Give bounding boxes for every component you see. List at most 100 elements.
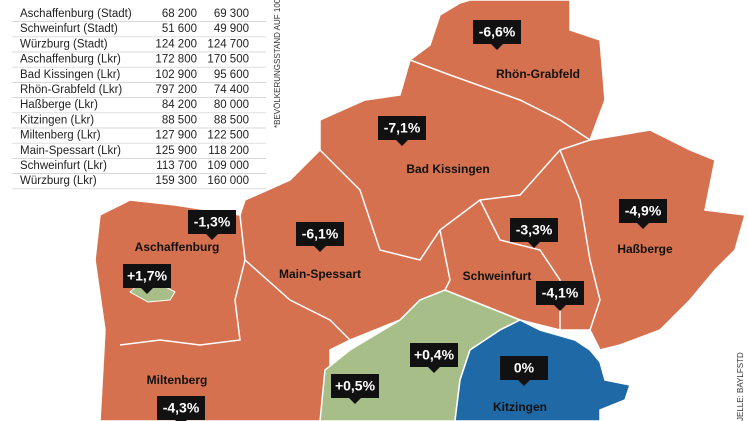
footnote: *BEVÖLKERUNGSSTAND AUF 1000ER GE [273, 0, 282, 128]
badge-pointer [141, 288, 153, 294]
row-name: Aschaffenburg (Stadt) [20, 8, 132, 20]
badge-box [536, 281, 584, 305]
row-name: Schweinfurt (Stadt) [20, 23, 118, 35]
region-name: Kitzingen [493, 400, 547, 414]
badge-box [157, 396, 205, 420]
badge-box [410, 343, 458, 367]
change-badge: -4,3% [157, 396, 205, 421]
table-row: Würzburg (Lkr) 159 300 160 000 [12, 175, 266, 190]
region-name: Miltenberg [147, 373, 208, 387]
source: JELLE: BAYLFSTD [736, 352, 745, 421]
badge-pointer [528, 242, 540, 248]
change-badge: +1,7% [123, 264, 171, 294]
badge-label: -7,1% [384, 120, 421, 136]
row-name: Bad Kissingen (Lkr) [20, 69, 121, 81]
change-badge: -3,3% [510, 218, 558, 248]
row-value: 159 300 [155, 175, 197, 187]
row-name: Rhön-Grabfeld (Lkr) [20, 84, 122, 96]
change-badge: -4,1% [536, 281, 584, 311]
row-value: 797 200 [155, 84, 197, 96]
region-name: Rhön-Grabfeld [496, 67, 580, 81]
row-name: Würzburg (Stadt) [20, 38, 108, 50]
badge-pointer [491, 44, 503, 50]
badge-label: +0,5% [335, 378, 376, 394]
change-badge: -7,1% [378, 116, 426, 146]
row-value: 80 000 [214, 99, 249, 111]
badge-label: -4,9% [625, 203, 662, 219]
row-value: 49 900 [214, 23, 249, 35]
row-value: 172 800 [155, 54, 197, 66]
table-row: Aschaffenburg (Lkr) 172 800 170 500 [12, 54, 266, 68]
badge-pointer [349, 398, 361, 404]
table-row: Haßberge (Lkr) 84 200 80 000 [12, 99, 266, 114]
badge-pointer [518, 380, 530, 386]
row-value: 68 200 [162, 8, 197, 20]
row-value: 118 200 [208, 145, 249, 157]
data-table: Aschaffenburg (Stadt) 68 200 69 300 Schwein… [12, 8, 266, 190]
table-row: Schweinfurt (Stadt) 51 600 49 900 [12, 23, 266, 38]
badge-box [510, 218, 558, 242]
table-row: Aschaffenburg (Stadt) 68 200 69 300 [12, 8, 266, 22]
badge-label: -6,1% [302, 226, 339, 242]
badge-pointer [206, 234, 218, 240]
badge-label: -1,3% [194, 214, 231, 230]
table-row: Main-Spessart (Lkr) 125 900 118 200 [12, 145, 266, 159]
row-value: 74 400 [214, 84, 249, 96]
table-row: Schweinfurt (Lkr) 113 700 109 000 [12, 160, 266, 174]
row-value: 170 500 [207, 54, 249, 66]
badge-box [500, 356, 548, 380]
badge-box [123, 264, 171, 288]
table-row: Miltenberg (Lkr) 127 900 122 500 [12, 130, 266, 144]
badge-label: -4,3% [163, 400, 200, 416]
change-badge: +0,5% [331, 374, 379, 404]
row-name: Main-Spessart (Lkr) [20, 145, 121, 157]
row-value: 109 000 [207, 160, 249, 172]
badge-label: -4,1% [542, 285, 579, 301]
row-name: Miltenberg (Lkr) [20, 130, 101, 142]
table-row: Kitzingen (Lkr) 88 500 88 500 [12, 114, 266, 129]
row-value: 88 500 [162, 114, 197, 126]
row-value: 160 000 [207, 175, 249, 187]
row-name: Schweinfurt (Lkr) [20, 160, 107, 172]
table-row: Bad Kissingen (Lkr) 102 900 95 600 [12, 69, 266, 83]
row-value: 125 900 [155, 145, 197, 157]
row-value: 127 900 [155, 130, 197, 142]
badge-box [296, 222, 344, 246]
table-row: Rhön-Grabfeld (Lkr) 797 200 74 400 [12, 84, 266, 98]
row-value: 95 600 [214, 69, 249, 81]
badge-label: -3,3% [516, 222, 553, 238]
badge-pointer [396, 140, 408, 146]
row-name: Kitzingen (Lkr) [20, 114, 94, 126]
row-name: Würzburg (Lkr) [20, 175, 97, 187]
change-badge: +0,4% [410, 343, 458, 373]
badge-box [619, 199, 667, 223]
row-value: 124 200 [155, 38, 197, 50]
region-name: Bad Kissingen [406, 162, 489, 176]
badge-label: 0% [514, 360, 535, 376]
region-name: Schweinfurt [463, 269, 532, 283]
badge-pointer [428, 367, 440, 373]
row-name: Haßberge (Lkr) [20, 99, 98, 111]
region-name: Haßberge [617, 242, 673, 256]
badge-pointer [314, 246, 326, 252]
row-value: 113 700 [156, 160, 197, 172]
row-value: 84 200 [162, 99, 197, 111]
row-name: Aschaffenburg (Lkr) [20, 54, 121, 66]
row-value: 124 700 [207, 38, 249, 50]
badge-box [331, 374, 379, 398]
change-badge: -4,9% [619, 199, 667, 229]
badge-label: +0,4% [414, 347, 455, 363]
change-badge: -6,1% [296, 222, 344, 252]
badge-box [188, 210, 236, 234]
badge-label: +1,7% [127, 268, 168, 284]
region-name: Main-Spessart [279, 267, 361, 281]
change-badge: 0% [500, 356, 548, 386]
badge-label: -6,6% [479, 24, 516, 40]
table-row: Würzburg (Stadt) 124 200 124 700 [12, 38, 266, 53]
badge-box [378, 116, 426, 140]
badge-box [473, 20, 521, 44]
badge-pointer [554, 305, 566, 311]
row-value: 69 300 [214, 8, 249, 20]
